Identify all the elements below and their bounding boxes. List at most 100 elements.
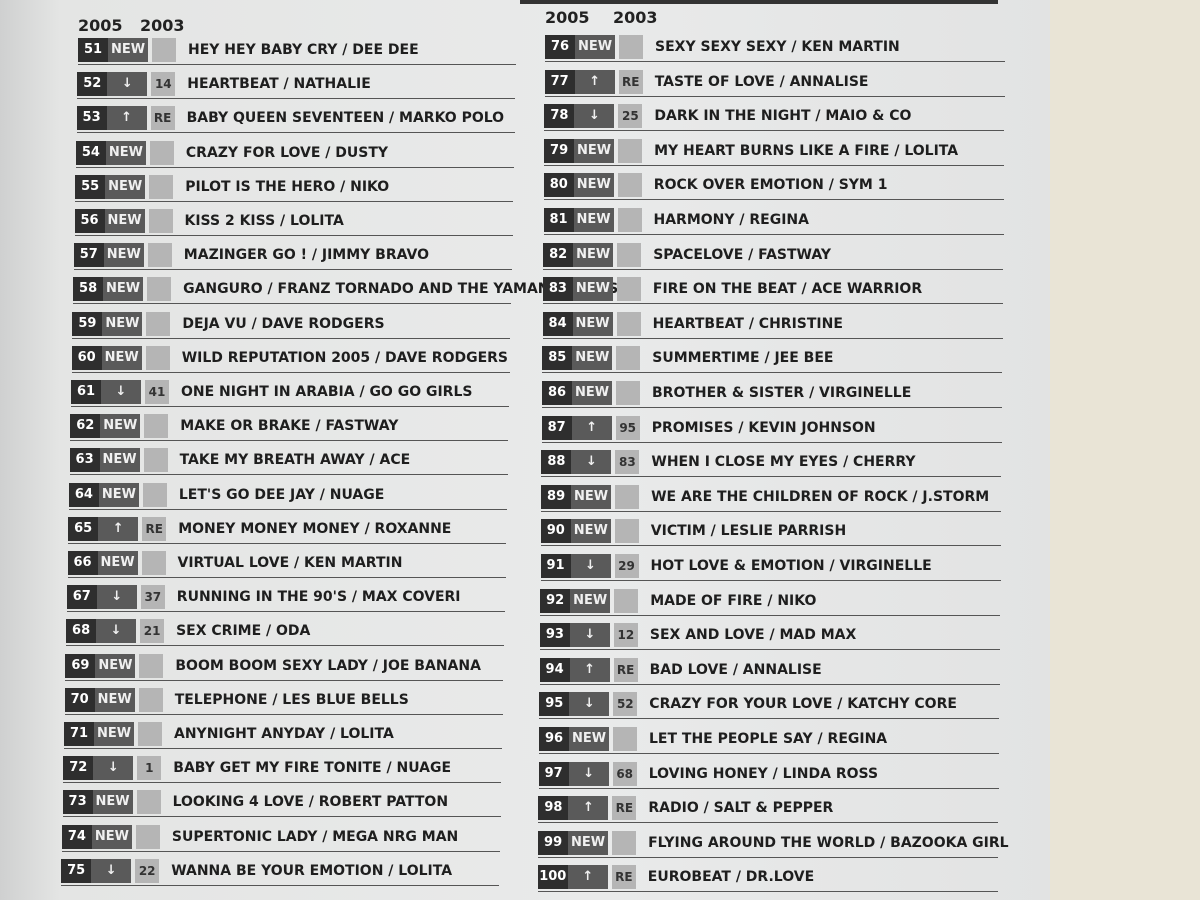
rank-2003-empty: [619, 35, 643, 59]
song-title: LET'S GO DEE JAY / NUAGE: [178, 486, 385, 503]
chart-row: 81 NEW HARMONY / REGINA: [543, 206, 1004, 235]
movement: NEW: [103, 243, 144, 268]
chart-row: 78 ↓ 25 DARK IN THE NIGHT / MAIO & CO: [544, 102, 1005, 132]
rank-2003-empty: [148, 209, 173, 233]
rank-2003: 95: [615, 415, 640, 440]
rank-2005: 63: [69, 448, 100, 473]
movement: NEW: [572, 277, 613, 302]
year-header: 2003: [140, 16, 185, 35]
movement: NEW: [105, 174, 146, 199]
rank-2003: 41: [145, 380, 169, 404]
movement: NEW: [104, 209, 145, 233]
song-title: MAKE OR BRAKE / FASTWAY: [180, 418, 399, 435]
movement: NEW: [97, 551, 138, 575]
top-bar: [520, 0, 998, 4]
song-title: SEX CRIME / ODA: [176, 623, 311, 640]
song-title: FIRE ON THE BEAT / ACE WARRIOR: [652, 281, 923, 298]
rank-2003-empty: [616, 277, 641, 302]
year-header: 2005: [545, 8, 590, 27]
movement: NEW: [571, 484, 612, 509]
chart-row: 75 ↓ 22 WANNA BE YOUR EMOTION / LOLITA: [61, 857, 500, 886]
rank-2003-empty: [146, 311, 171, 336]
chart-row: 94 ↑ RE BAD LOVE / ANNALISE: [539, 656, 1000, 685]
song-title: BAD LOVE / ANNALISE: [649, 661, 822, 678]
rank-2003: RE: [613, 657, 638, 682]
rank-2003-empty: [614, 519, 639, 544]
movement: NEW: [95, 653, 136, 678]
rank-2003: 29: [614, 554, 639, 578]
rank-2005: 70: [64, 687, 95, 712]
rank-2005: 68: [66, 619, 97, 644]
chart-row: 72 ↓ 1 BABY GET MY FIRE TONITE / NUAGE: [63, 754, 502, 784]
song-title: BROTHER & SISTER / VIRGINELLE: [652, 385, 912, 401]
rank-2003-empty: [152, 38, 176, 62]
song-title: ONE NIGHT IN ARABIA / GO GO GIRLS: [181, 384, 473, 400]
song-title: RUNNING IN THE 90'S / MAX COVERI: [176, 589, 461, 606]
song-title: CRAZY FOR YOUR LOVE / KATCHY CORE: [649, 696, 957, 713]
rank-2005: 78: [544, 104, 575, 129]
rank-2005: 77: [544, 69, 575, 94]
chart-row: 84 NEW HEARTBEAT / CHRISTINE: [542, 310, 1003, 339]
chart-row: 100 ↑ RE EUROBEAT / DR.LOVE: [537, 863, 998, 893]
chart-row: 52 ↓ 14 HEARTBEAT / NATHALIE: [77, 70, 516, 100]
chart-row: 82 NEW SPACELOVE / FASTWAY: [543, 241, 1004, 270]
year-header: 2003: [613, 8, 658, 27]
movement: NEW: [572, 381, 612, 405]
chart-row: 66 NEW VIRTUAL LOVE / KEN MARTIN: [67, 549, 506, 578]
song-title: WE ARE THE CHILDREN OF ROCK / J.STORM: [651, 488, 990, 505]
movement: NEW: [568, 830, 609, 855]
rank-2005: 96: [539, 727, 569, 751]
movement: ↓: [96, 585, 137, 610]
rank-2005: 85: [542, 346, 573, 371]
rank-2005: 81: [543, 208, 574, 232]
rank-2005: 52: [77, 72, 108, 97]
rank-2005: 98: [538, 796, 569, 821]
rank-2003-empty: [136, 790, 161, 815]
song-title: BABY QUEEN SEVENTEEN / MARKO POLO: [186, 110, 505, 127]
rank-2005: 99: [538, 830, 569, 855]
rank-2003-empty: [612, 830, 637, 855]
song-title: MY HEART BURNS LIKE A FIRE / LOLITA: [654, 142, 959, 159]
movement: ↑: [567, 865, 608, 890]
rank-2005: 84: [542, 311, 573, 336]
rank-2005: 67: [66, 585, 97, 610]
chart-row: 59 NEW DEJA VU / DAVE RODGERS: [72, 310, 511, 339]
rank-2005: 72: [63, 756, 94, 781]
song-title: FLYING AROUND THE WORLD / BAZOOKA GIRL: [648, 834, 1009, 851]
song-title: WANNA BE YOUR EMOTION / LOLITA: [171, 862, 453, 879]
movement: NEW: [101, 345, 142, 370]
song-title: HARMONY / REGINA: [653, 212, 809, 228]
chart-row: 86 NEW BROTHER & SISTER / VIRGINELLE: [542, 379, 1002, 408]
movement: NEW: [573, 242, 614, 267]
movement: NEW: [99, 448, 140, 473]
chart-row: 96 NEW LET THE PEOPLE SAY / REGINA: [539, 725, 999, 754]
movement: NEW: [570, 588, 611, 613]
song-title: HOT LOVE & EMOTION / VIRGINELLE: [650, 558, 932, 574]
rank-2003-empty: [614, 588, 639, 613]
rank-2003: 83: [615, 450, 640, 475]
song-title: VICTIM / LESLIE PARRISH: [650, 523, 847, 540]
rank-2003-empty: [616, 311, 641, 336]
song-title: TAKE MY BREATH AWAY / ACE: [179, 452, 411, 469]
rank-2003-empty: [149, 140, 174, 165]
rank-2003-empty: [147, 243, 172, 268]
chart-row: 69 NEW BOOM BOOM SEXY LADY / JOE BANANA: [65, 652, 504, 681]
movement: NEW: [108, 38, 148, 62]
rank-2005: 88: [541, 450, 572, 475]
rank-2005: 60: [71, 345, 102, 370]
movement: ↑: [569, 657, 610, 682]
rank-2003: 12: [613, 623, 638, 648]
chart-row: 51 NEW HEY HEY BABY CRY / DEE DEE: [78, 36, 516, 65]
song-title: ROCK OVER EMOTION / SYM 1: [653, 177, 888, 194]
movement: ↓: [93, 756, 134, 781]
movement: NEW: [100, 414, 141, 439]
rank-2003: 1: [137, 756, 162, 781]
movement: NEW: [573, 173, 614, 198]
movement: ↑: [574, 69, 615, 94]
chart-row: 76 NEW SEXY SEXY SEXY / KEN MARTIN: [545, 33, 1005, 62]
chart-row: 63 NEW TAKE MY BREATH AWAY / ACE: [69, 446, 508, 476]
movement: NEW: [102, 311, 143, 336]
rank-2005: 59: [72, 311, 103, 336]
rank-2005: 83: [542, 277, 573, 302]
rank-2003-empty: [615, 484, 640, 509]
